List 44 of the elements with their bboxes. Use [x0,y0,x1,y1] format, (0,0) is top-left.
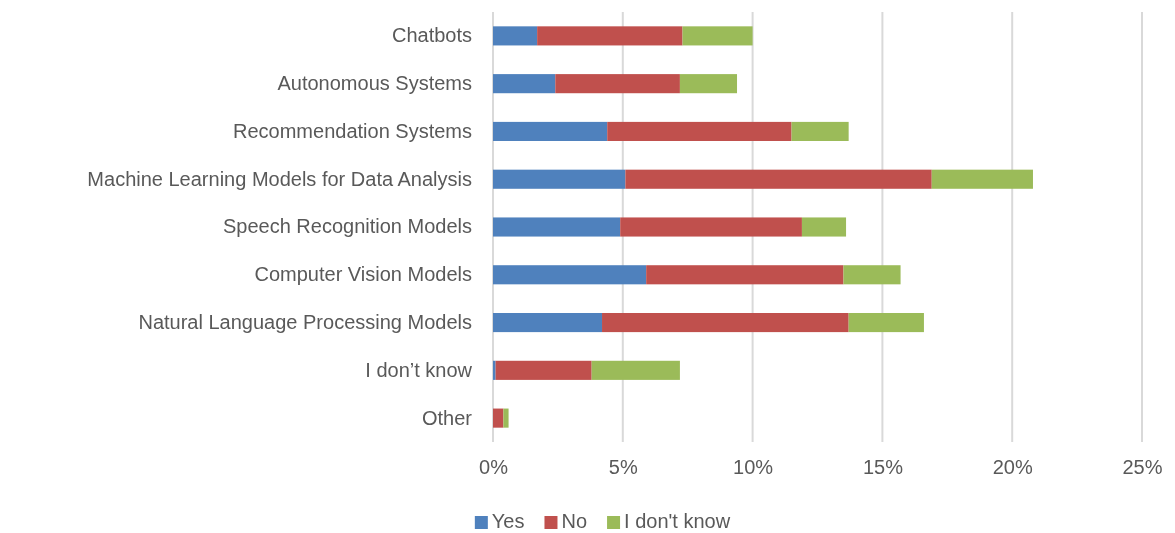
bar [537,26,683,46]
x-tick-label: 0% [479,456,509,479]
y-tick-label: Chatbots [391,24,472,47]
legend-label: Yes [491,510,525,532]
bar [791,121,849,141]
bar [493,26,538,46]
bar [607,121,792,141]
y-tick-label: Autonomous Systems [277,72,472,95]
bar [493,217,621,237]
bar [591,360,680,380]
bar [493,265,647,285]
bar [493,121,608,141]
bar [493,408,504,428]
bar [620,217,802,237]
bar [493,74,556,94]
x-tick-label: 15% [862,456,904,479]
bar [682,26,753,46]
bar [493,313,603,333]
bar [495,360,592,380]
bar [646,265,844,285]
bar [679,74,738,94]
bar [493,169,626,189]
y-tick-label: Recommendation Systems [233,119,472,142]
bar [843,265,901,285]
y-tick-label: I don’t know [365,358,473,381]
bar [931,169,1033,189]
legend-label: No [561,510,588,532]
bar [801,217,847,237]
y-tick-label: Natural Language Processing Models [138,310,472,333]
bar [493,360,496,380]
bar [625,169,932,189]
x-tick-label: 20% [992,456,1033,479]
bar [602,313,849,333]
y-tick-label: Computer Vision Models [254,263,472,286]
x-tick-label: 25% [1122,456,1163,479]
y-tick-label: Machine Learning Models for Data Analysis [87,167,472,190]
bar [503,408,509,428]
legend-label: I don't know [624,510,731,532]
y-tick-label: Speech Recognition Models [222,215,472,238]
y-tick-label: Other [421,406,473,429]
x-tick-label: 5% [608,456,638,479]
bar [555,74,680,94]
bar [848,313,924,333]
x-tick-label: 10% [733,456,774,479]
